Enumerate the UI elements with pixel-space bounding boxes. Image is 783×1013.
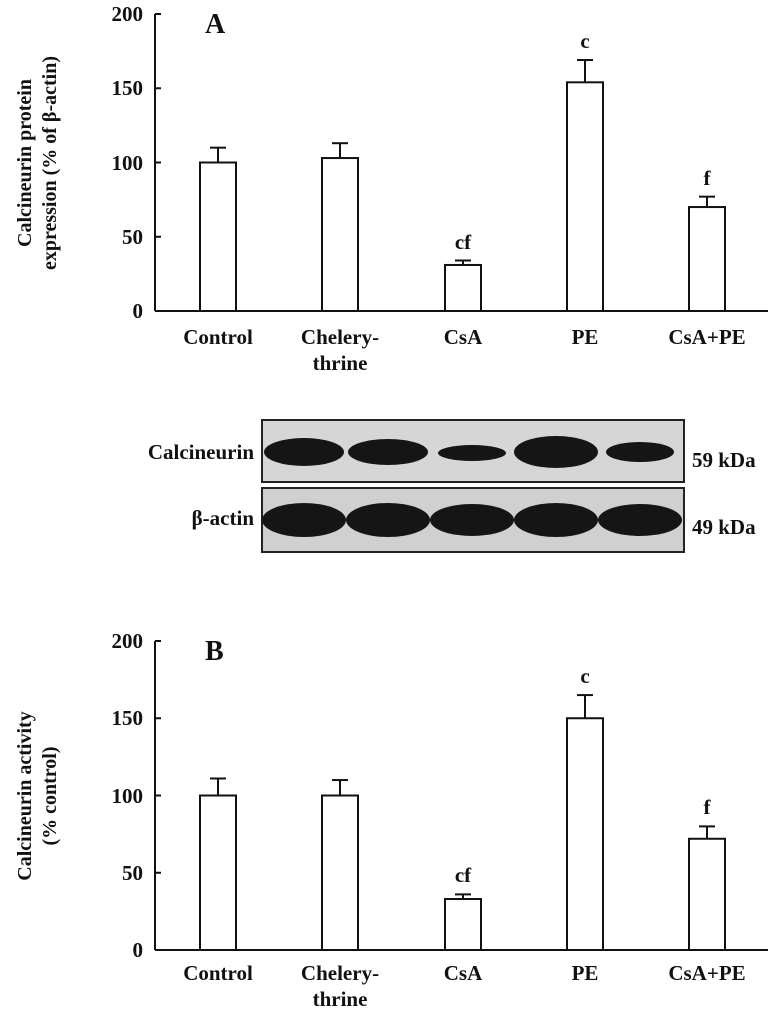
blot-label: β-actin	[191, 506, 254, 530]
x-tick-label: CsA+PE	[668, 961, 746, 985]
band	[264, 438, 344, 466]
bar-annotation: c	[580, 664, 590, 689]
band	[262, 503, 346, 537]
x-tick-label: PE	[571, 961, 599, 985]
bar	[688, 206, 726, 312]
western-blot	[261, 419, 685, 553]
bar-annotation: f	[703, 165, 711, 190]
bar	[321, 157, 359, 312]
y-tick-label: 50	[122, 224, 143, 249]
x-tick-label: Chelery- thrine	[300, 325, 380, 375]
blot-bands	[262, 436, 682, 537]
blot-size: 49 kDa	[692, 515, 756, 539]
x-tick-label: Chelery- thrine	[300, 961, 380, 1011]
band	[606, 442, 674, 462]
x-tick-label: PE	[571, 325, 599, 349]
band	[438, 445, 506, 461]
bar	[321, 794, 359, 951]
bar-annotation: c	[580, 29, 590, 54]
x-tick-label: CsA	[443, 325, 483, 349]
band	[348, 439, 428, 465]
bar-annotation: f	[703, 795, 711, 820]
bar	[444, 898, 482, 952]
y-axis-title: Calcineurin activity (% control)	[14, 710, 61, 881]
y-tick-label: 150	[111, 706, 144, 731]
band	[514, 503, 598, 537]
band	[430, 504, 514, 536]
panel-label: B	[205, 636, 224, 667]
blot-label: Calcineurin	[147, 440, 254, 464]
bar-annotation: cf	[454, 863, 472, 888]
y-tick-label: 200	[111, 2, 144, 26]
band	[346, 503, 430, 537]
bar	[444, 263, 482, 312]
y-tick-label: 150	[111, 76, 144, 101]
y-tick-label: 0	[132, 938, 144, 962]
y-axis-title: Calcineurin protein expression (% of β-a…	[14, 55, 61, 270]
bar	[566, 81, 604, 312]
panel-label: A	[205, 9, 226, 40]
bar	[199, 794, 237, 951]
y-tick-label: 0	[132, 299, 144, 323]
y-tick-label: 100	[111, 783, 144, 808]
x-tick-label: CsA+PE	[668, 325, 746, 349]
y-tick-label: 50	[122, 860, 143, 885]
x-tick-label: CsA	[443, 961, 483, 985]
blot-size: 59 kDa	[692, 448, 756, 472]
x-tick-label: Control	[183, 325, 253, 349]
bar	[199, 161, 237, 312]
bar	[566, 717, 604, 951]
band	[514, 436, 598, 468]
bar-annotation: cf	[454, 229, 472, 254]
band	[598, 504, 682, 536]
y-tick-label: 200	[111, 629, 144, 653]
bar	[688, 837, 726, 952]
x-tick-label: Control	[183, 961, 253, 985]
y-tick-label: 100	[111, 150, 144, 175]
